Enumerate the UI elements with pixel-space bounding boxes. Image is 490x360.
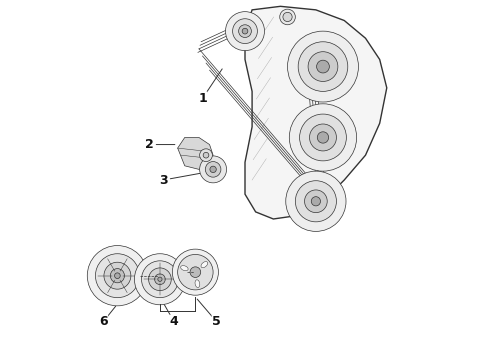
Circle shape [280,9,295,25]
Circle shape [286,171,346,231]
Circle shape [308,52,338,81]
Ellipse shape [195,280,200,288]
Circle shape [242,28,248,34]
Circle shape [199,149,212,162]
Circle shape [104,262,131,289]
Circle shape [172,249,219,295]
Circle shape [225,12,265,51]
Text: 6: 6 [99,315,107,328]
Circle shape [283,12,292,22]
Circle shape [178,255,213,290]
Circle shape [110,269,124,283]
Text: 2: 2 [145,138,154,151]
Circle shape [96,254,139,298]
Circle shape [289,104,357,171]
Circle shape [305,190,327,213]
Circle shape [298,42,348,91]
Circle shape [134,254,185,305]
Text: 5: 5 [212,315,221,328]
Circle shape [142,261,178,298]
Ellipse shape [181,266,188,271]
Circle shape [158,277,162,282]
Circle shape [318,132,329,143]
Circle shape [233,19,257,44]
Ellipse shape [201,262,208,268]
Text: 3: 3 [159,174,168,186]
Circle shape [295,181,337,222]
Circle shape [115,273,120,279]
Circle shape [310,124,337,151]
Text: 4: 4 [170,315,178,328]
Circle shape [199,156,226,183]
Circle shape [239,25,251,37]
Polygon shape [178,138,213,169]
Circle shape [148,268,172,291]
Circle shape [203,152,209,158]
Circle shape [205,162,221,177]
Circle shape [190,267,201,278]
Circle shape [311,197,320,206]
Polygon shape [245,6,387,219]
Circle shape [317,60,329,73]
Circle shape [155,274,165,284]
Circle shape [299,114,346,161]
Circle shape [87,246,147,306]
Circle shape [288,31,358,102]
Text: 1: 1 [198,92,207,105]
Circle shape [210,166,216,172]
